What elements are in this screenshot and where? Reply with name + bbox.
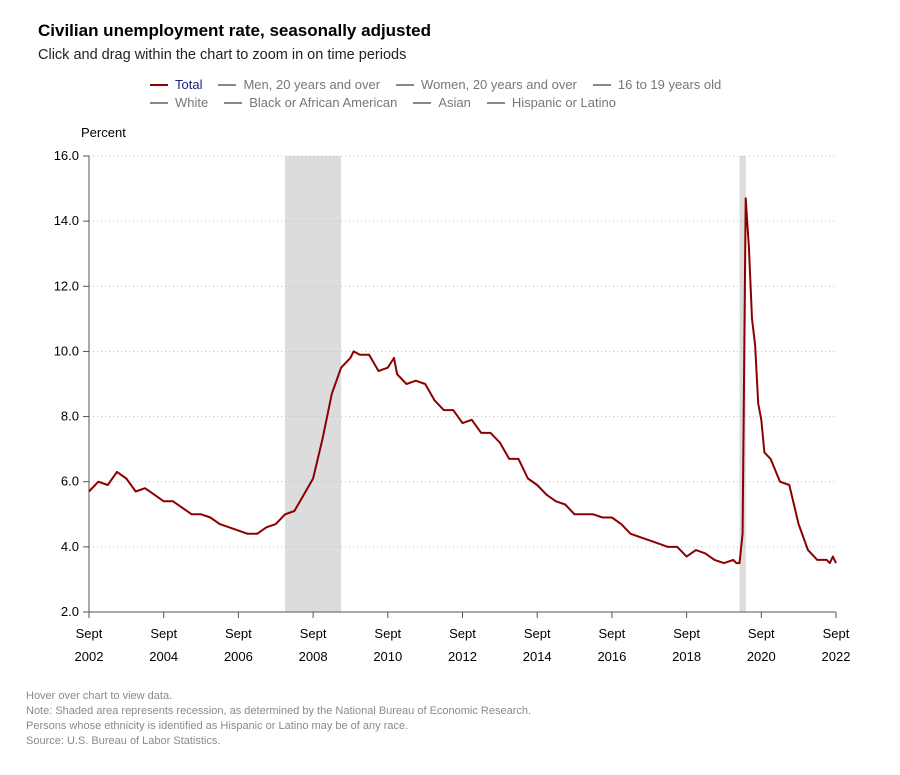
series-line-total [88,197,837,565]
legend-label: Hispanic or Latino [511,95,616,110]
x-tick-label-year: 2004 [149,649,178,664]
x-tick-label-year: 2014 [523,649,552,664]
y-axis-label: Percent [81,125,126,140]
y-tick-label: 4.0 [61,539,79,554]
x-tick-label-month: Sept [300,626,327,641]
legend-item-white[interactable]: White [150,95,208,110]
legend-label: Women, 20 years and over [421,77,577,92]
legend-swatch [218,83,237,86]
x-tick-label-year: 2012 [448,649,477,664]
legend-swatch [224,101,243,104]
x-tick-label-month: Sept [599,626,626,641]
x-tick-label-month: Sept [76,626,103,641]
legend-swatch [396,83,415,86]
x-tick-label-month: Sept [225,626,252,641]
x-tick-label-month: Sept [449,626,476,641]
legend-row-2: White Black or African American Asian Hi… [150,95,632,110]
y-tick-label: 2.0 [61,604,79,619]
legend-label: Asian [438,95,471,110]
legend-row-1: Total Men, 20 years and over Women, 20 y… [150,77,737,92]
y-tick-label: 6.0 [61,474,79,489]
x-tick-label-year: 2016 [597,649,626,664]
x-tick-label-year: 2020 [747,649,776,664]
x-tick-label-year: 2010 [373,649,402,664]
x-tick-label-year: 2018 [672,649,701,664]
legend-swatch [150,83,168,86]
chart-title: Civilian unemployment rate, seasonally a… [38,21,432,40]
x-tick-label-month: Sept [150,626,177,641]
recession-band [285,156,342,612]
x-tick-label-year: 2008 [299,649,328,664]
legend-item-black[interactable]: Black or African American [224,95,397,110]
y-tick-label: 16.0 [54,148,79,163]
y-tick-label: 8.0 [61,409,79,424]
x-tick-label-month: Sept [823,626,850,641]
y-tick-label: 10.0 [54,343,79,358]
legend-swatch [150,101,168,104]
chart-subtitle: Click and drag within the chart to zoom … [38,47,407,63]
legend-label: Black or African American [249,95,398,110]
note-hover: Hover over chart to view data. [26,690,173,702]
legend-item-hispanic[interactable]: Hispanic or Latino [486,95,616,110]
chart-notes: Hover over chart to view data. Note: Sha… [26,689,531,749]
legend-item-total[interactable]: Total [150,77,202,92]
x-tick-label-year: 2006 [224,649,253,664]
legend-label: Men, 20 years and over [243,77,381,92]
recession-band [739,156,746,612]
note-ethnicity: Persons whose ethnicity is identified as… [26,720,409,732]
x-tick-label-month: Sept [748,626,775,641]
note-recession: Note: Shaded area represents recession, … [26,705,532,717]
y-tick-label: 14.0 [54,213,79,228]
legend-swatch [486,101,505,104]
note-source: Source: U.S. Bureau of Labor Statistics. [26,735,221,747]
legend-item-women-20-over[interactable]: Women, 20 years and over [396,77,577,92]
x-tick-label-year: 2002 [75,649,104,664]
legend-swatch [592,83,611,86]
x-tick-label-month: Sept [524,626,551,641]
legend-label: Total [175,77,203,92]
x-tick-label-month: Sept [374,626,401,641]
x-tick-label-year: 2022 [822,649,851,664]
legend-swatch [413,101,432,104]
legend-item-asian[interactable]: Asian [413,95,471,110]
legend-item-men-20-over[interactable]: Men, 20 years and over [218,77,380,92]
legend-label: White [175,95,209,110]
legend-label: 16 to 19 years old [617,77,722,92]
y-tick-label: 12.0 [54,278,79,293]
legend-item-16-19[interactable]: 16 to 19 years old [592,77,722,92]
x-tick-label-month: Sept [673,626,700,641]
